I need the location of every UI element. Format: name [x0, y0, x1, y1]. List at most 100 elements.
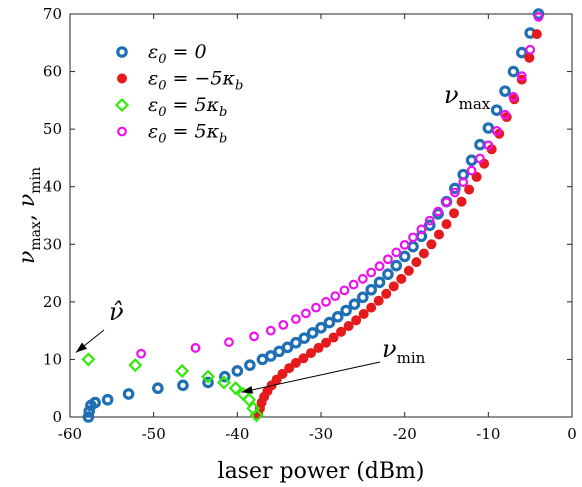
- plot-frame: [69, 13, 573, 418]
- data-point: [81, 352, 96, 367]
- data-point: [301, 308, 311, 319]
- legend-label: ε0 = 5κb: [148, 94, 227, 120]
- y-tick-label: 20: [43, 293, 62, 311]
- data-point: [321, 296, 331, 307]
- data-point: [231, 365, 244, 377]
- y-tick-label: 50: [43, 120, 62, 138]
- data-point: [128, 358, 143, 373]
- data-point: [200, 369, 216, 384]
- data-point: [474, 138, 486, 151]
- y-axis-label: νmax, νmin: [15, 167, 44, 264]
- series-2: [81, 352, 264, 423]
- data-point: [483, 140, 494, 151]
- data-point: [202, 376, 214, 389]
- data-point: [122, 388, 135, 400]
- data-point: [290, 357, 301, 368]
- data-point: [408, 232, 418, 243]
- x-tick-label: -50: [142, 425, 166, 443]
- data-point: [298, 332, 311, 344]
- data-point: [340, 304, 352, 317]
- data-point: [343, 321, 354, 332]
- data-point: [464, 184, 475, 195]
- data-point: [390, 259, 403, 272]
- data-point: [500, 109, 510, 120]
- data-point: [466, 165, 477, 176]
- data-point: [398, 250, 411, 263]
- annotation-nu-min: νmin: [382, 335, 426, 367]
- data-point: [423, 219, 436, 232]
- x-axis-label: laser power (dBm): [218, 459, 425, 484]
- data-point: [388, 281, 399, 292]
- data-point: [366, 302, 377, 313]
- data-point: [403, 265, 414, 276]
- data-point: [336, 326, 347, 337]
- data-point: [373, 276, 386, 289]
- data-point: [315, 321, 327, 334]
- data-point: [348, 279, 359, 290]
- series-0: [82, 8, 545, 423]
- data-point: [365, 283, 377, 296]
- data-point: [499, 85, 511, 97]
- data-point: [311, 302, 321, 313]
- data-point: [284, 363, 295, 374]
- data-point: [391, 247, 402, 258]
- legend-marker: [116, 73, 127, 84]
- data-point: [515, 46, 528, 59]
- data-point: [265, 325, 276, 336]
- data-point: [228, 381, 243, 396]
- data-point: [507, 65, 520, 78]
- data-point: [305, 348, 316, 359]
- y-tick-label: 0: [52, 408, 62, 426]
- data-point: [358, 308, 369, 319]
- data-point: [348, 298, 361, 310]
- data-point: [449, 182, 461, 195]
- y-tick-label: 30: [43, 235, 62, 253]
- data-point: [330, 291, 341, 302]
- data-point: [416, 224, 427, 235]
- data-point: [328, 332, 339, 343]
- arrow-nu-min: [241, 361, 381, 393]
- data-point: [533, 11, 544, 22]
- data-point: [216, 375, 232, 390]
- data-point: [516, 71, 527, 82]
- x-tick-label: -60: [58, 425, 82, 443]
- data-point: [373, 295, 384, 306]
- data-point: [83, 405, 96, 418]
- data-point: [82, 411, 95, 423]
- data-point: [190, 343, 201, 353]
- data-point: [177, 379, 189, 392]
- data-point: [491, 125, 502, 136]
- data-point: [374, 261, 385, 272]
- x-tick-label: -40: [225, 425, 249, 443]
- data-point: [426, 239, 437, 250]
- data-point: [407, 240, 419, 253]
- x-tick-label: -10: [476, 425, 500, 443]
- data-point: [249, 408, 264, 423]
- data-point: [531, 29, 542, 40]
- data-point: [490, 104, 503, 116]
- data-point: [399, 239, 410, 250]
- data-point: [249, 331, 259, 342]
- arrow-nu-hat-head: [75, 342, 87, 353]
- data-point: [465, 154, 478, 167]
- data-point: [290, 336, 302, 349]
- legend-label: ε0 = 0: [148, 41, 207, 67]
- data-point: [532, 8, 545, 20]
- x-tick-label: 0: [567, 425, 577, 443]
- y-tick-label: 40: [43, 178, 62, 196]
- data-point: [424, 215, 435, 226]
- y-tick-label: 10: [43, 350, 62, 368]
- data-point: [449, 208, 460, 219]
- data-point: [313, 342, 324, 353]
- data-point: [357, 273, 368, 284]
- legend-marker: [116, 46, 128, 58]
- y-tick-label: 60: [43, 63, 62, 81]
- data-point: [456, 196, 467, 207]
- data-point: [136, 348, 147, 359]
- data-point: [418, 248, 429, 259]
- data-point: [339, 285, 350, 296]
- legend-marker: [114, 97, 130, 113]
- legend-label: ε0 = −5κb: [148, 68, 243, 94]
